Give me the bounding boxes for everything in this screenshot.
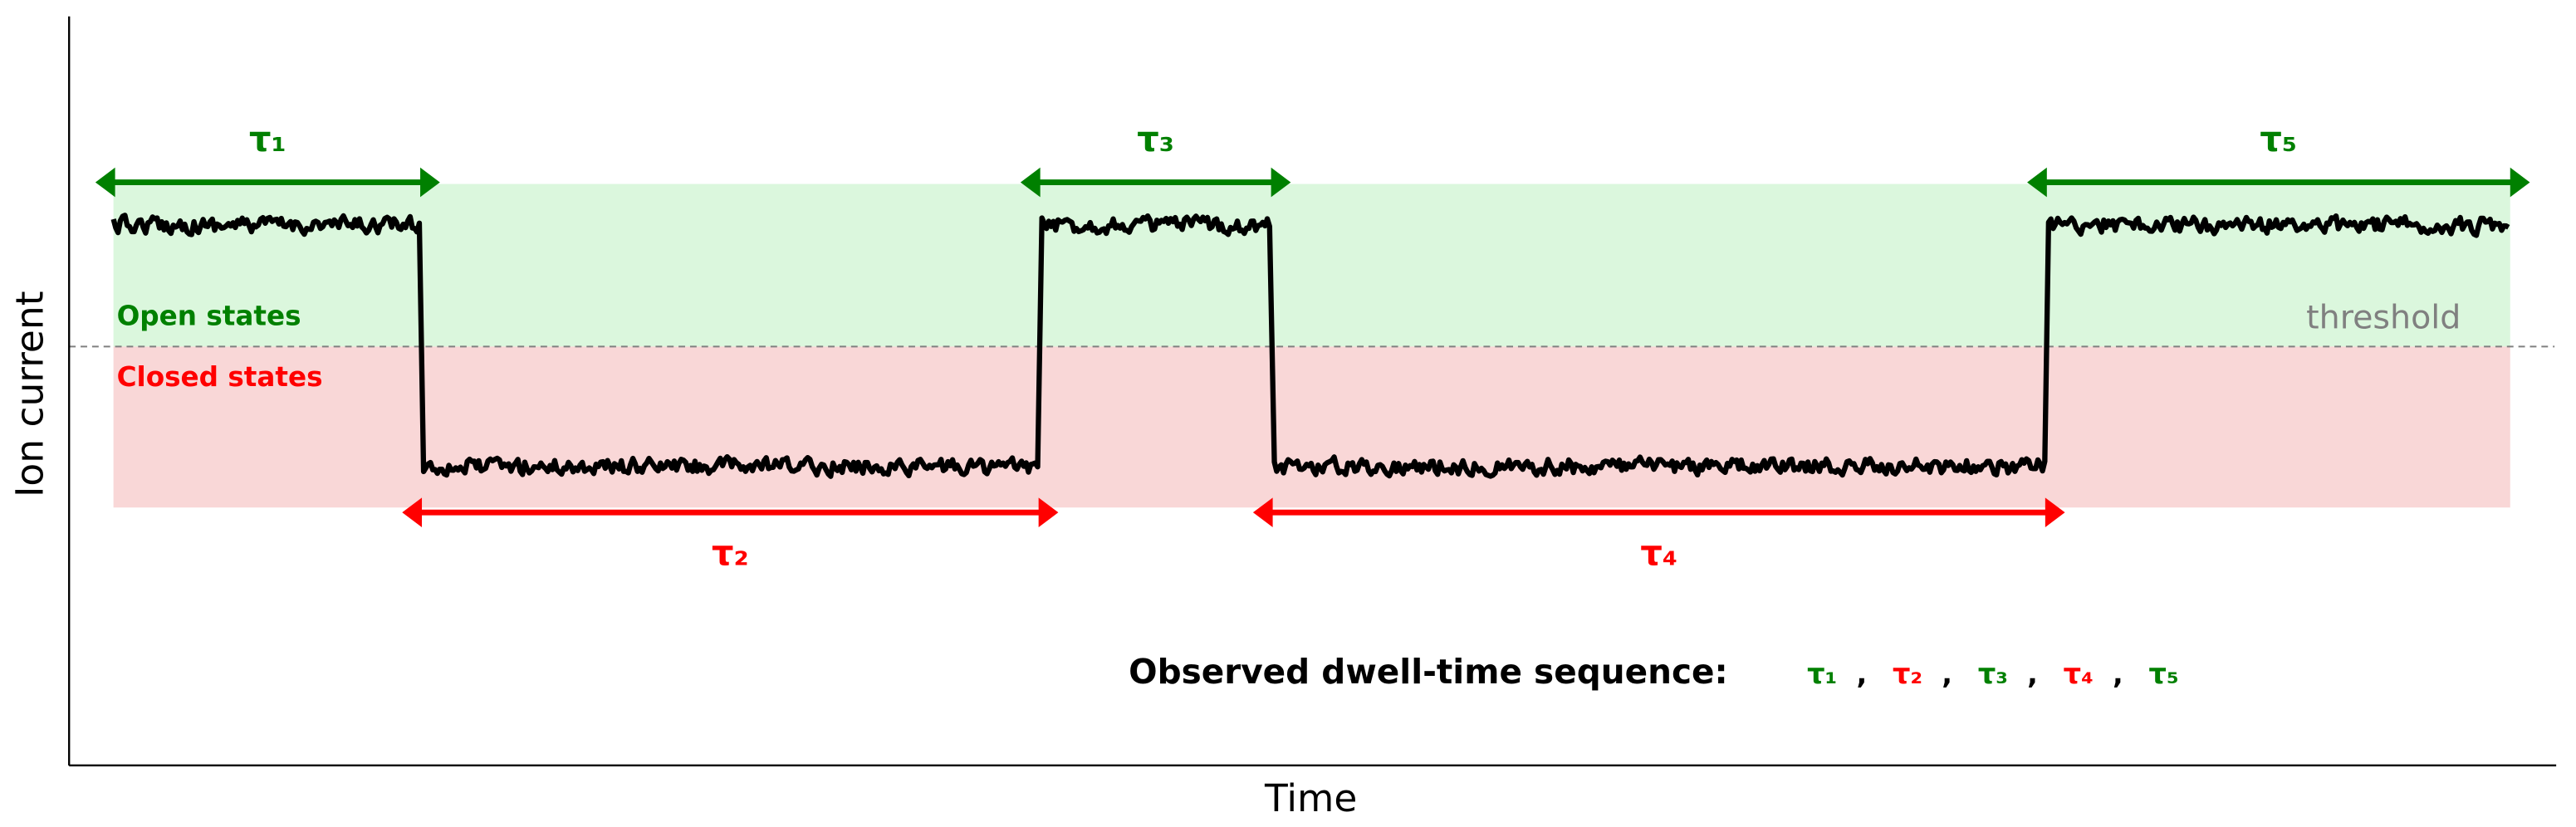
dwell-sequence: τ₁, τ₂, τ₃, τ₄, τ₅	[1807, 658, 2179, 690]
sequence-item: τ₃	[1978, 658, 2008, 690]
sequence-separator: ,	[2113, 658, 2123, 690]
state-bands	[113, 184, 2510, 508]
dwell-arrows: τ₁ τ₂ τ₃ τ₄ τ₅	[95, 119, 2530, 573]
sequence-item: τ₄	[2064, 658, 2094, 690]
open-states-band	[113, 184, 2510, 347]
dwell-time-label: τ₂	[712, 532, 749, 573]
arrow-head-left-icon	[1252, 497, 1273, 527]
sequence-separator: ,	[1942, 658, 1952, 690]
arrow-head-right-icon	[420, 167, 440, 198]
x-axis-label: Time	[1264, 776, 1357, 820]
arrow-head-left-icon	[402, 497, 423, 527]
dwell-time-label: τ₅	[2260, 119, 2297, 159]
arrow-head-left-icon	[1020, 167, 1041, 198]
sequence-title: Observed dwell-time sequence:	[1129, 652, 1728, 692]
arrow-head-right-icon	[2045, 497, 2065, 527]
arrow-head-right-icon	[1038, 497, 1059, 527]
closed-states-label: Closed states	[117, 361, 323, 393]
arrow-head-right-icon	[1271, 167, 1291, 198]
dwell-time-label: τ₃	[1137, 119, 1174, 159]
open-states-label: Open states	[117, 301, 301, 332]
sequence-item: τ₂	[1893, 658, 1922, 690]
arrow-head-left-icon	[95, 167, 115, 198]
ion-current-trace	[110, 213, 2510, 479]
sequence-item: τ₁	[1807, 658, 1837, 690]
dwell-time-label: τ₄	[1640, 532, 1677, 573]
closed-states-band	[113, 346, 2510, 508]
sequence-separator: ,	[1856, 658, 1867, 690]
threshold-label: threshold	[2306, 299, 2461, 337]
sequence-item: τ₅	[2149, 658, 2179, 690]
sequence-separator: ,	[2027, 658, 2038, 690]
arrow-head-left-icon	[2027, 167, 2047, 198]
dwell-time-label: τ₁	[249, 119, 286, 159]
y-axis-label: Ion current	[8, 291, 52, 497]
arrow-head-right-icon	[2510, 167, 2530, 198]
